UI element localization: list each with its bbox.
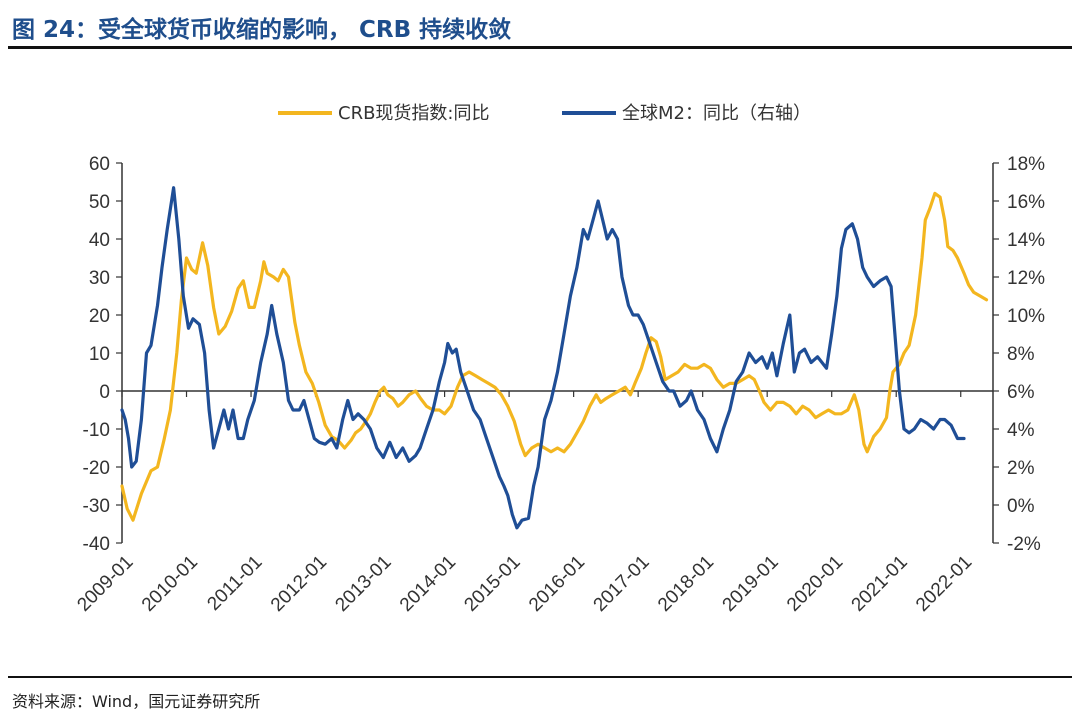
x-tick-label: 2010-01 — [138, 552, 202, 616]
x-tick-label: 2015-01 — [460, 552, 524, 616]
x-tick-label: 2019-01 — [719, 552, 783, 616]
x-tick-label: 2014-01 — [396, 552, 460, 616]
source-note: 资料来源：Wind，国元证券研究所 — [12, 692, 261, 711]
left-tick-label: 0 — [99, 382, 110, 403]
x-tick-label: 2021-01 — [848, 552, 912, 616]
figure-title: 图 24：受全球货币收缩的影响， CRB 持续收敛 — [12, 17, 512, 43]
title-rule — [8, 46, 1072, 49]
x-tick-label: 2013-01 — [331, 552, 395, 616]
right-tick-label: 16% — [1007, 192, 1045, 213]
right-tick-label: 8% — [1007, 344, 1035, 365]
x-tick-label: 2020-01 — [783, 552, 847, 616]
right-tick-label: 6% — [1007, 382, 1035, 403]
right-tick-label: 2% — [1007, 458, 1035, 479]
right-tick-label: 4% — [1007, 420, 1035, 441]
left-tick-label: 40 — [89, 230, 110, 251]
right-tick-label: 0% — [1007, 496, 1035, 517]
right-tick-label: 14% — [1007, 230, 1045, 251]
x-tick-label: 2018-01 — [654, 552, 718, 616]
legend-label-m2: 全球M2：同比（右轴） — [622, 103, 811, 124]
x-tick-label: 2017-01 — [590, 552, 654, 616]
x-tick-label: 2011-01 — [203, 552, 266, 615]
right-tick-label: 12% — [1007, 268, 1045, 289]
left-tick-label: 60 — [89, 154, 110, 175]
legend-label-crb: CRB现货指数:同比 — [338, 103, 490, 124]
left-tick-label: -40 — [83, 534, 110, 555]
x-tick-label: 2022-01 — [912, 552, 976, 616]
x-tick-label: 2012-01 — [267, 552, 331, 616]
left-tick-label: 20 — [89, 306, 110, 327]
x-tick-label: 2009-01 — [73, 552, 137, 616]
right-tick-label: -2% — [1007, 534, 1041, 555]
footer-rule — [8, 676, 1072, 678]
series-line-crb — [120, 191, 989, 522]
legend: CRB现货指数:同比 全球M2：同比（右轴） — [278, 103, 811, 124]
series-line-global-m2 — [120, 186, 966, 530]
series-layer — [120, 186, 989, 530]
x-tick-label: 2016-01 — [525, 552, 589, 616]
left-tick-label: 50 — [89, 192, 110, 213]
left-tick-label: 30 — [89, 268, 110, 289]
right-tick-label: 18% — [1007, 154, 1045, 175]
left-tick-label: -20 — [83, 458, 110, 479]
right-tick-label: 10% — [1007, 306, 1045, 327]
left-tick-label: -10 — [83, 420, 110, 441]
left-tick-label: 10 — [89, 344, 110, 365]
left-tick-label: -30 — [83, 496, 110, 517]
